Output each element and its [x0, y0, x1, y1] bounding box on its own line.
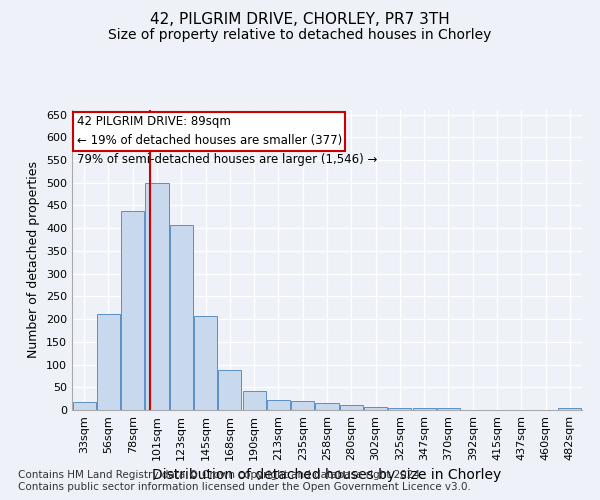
Text: Contains HM Land Registry data © Crown copyright and database right 2024.: Contains HM Land Registry data © Crown c… — [18, 470, 424, 480]
X-axis label: Distribution of detached houses by size in Chorley: Distribution of detached houses by size … — [152, 468, 502, 482]
Bar — [145, 182, 169, 410]
Bar — [194, 316, 217, 410]
Bar — [364, 408, 387, 410]
Bar — [388, 408, 412, 410]
Bar — [559, 408, 581, 410]
Bar — [340, 405, 363, 410]
Bar — [73, 112, 345, 151]
Bar — [242, 391, 266, 410]
Bar — [97, 314, 120, 410]
Y-axis label: Number of detached properties: Number of detached properties — [28, 162, 40, 358]
Text: 42 PILGRIM DRIVE: 89sqm
← 19% of detached houses are smaller (377)
79% of semi-d: 42 PILGRIM DRIVE: 89sqm ← 19% of detache… — [77, 114, 377, 166]
Bar — [291, 401, 314, 410]
Bar — [437, 408, 460, 410]
Bar — [413, 408, 436, 410]
Bar — [267, 400, 290, 410]
Text: 42, PILGRIM DRIVE, CHORLEY, PR7 3TH: 42, PILGRIM DRIVE, CHORLEY, PR7 3TH — [150, 12, 450, 28]
Bar — [73, 402, 95, 410]
Text: Size of property relative to detached houses in Chorley: Size of property relative to detached ho… — [109, 28, 491, 42]
Bar — [316, 402, 338, 410]
Bar — [170, 224, 193, 410]
Bar — [218, 370, 241, 410]
Text: Contains public sector information licensed under the Open Government Licence v3: Contains public sector information licen… — [18, 482, 471, 492]
Bar — [121, 212, 144, 410]
